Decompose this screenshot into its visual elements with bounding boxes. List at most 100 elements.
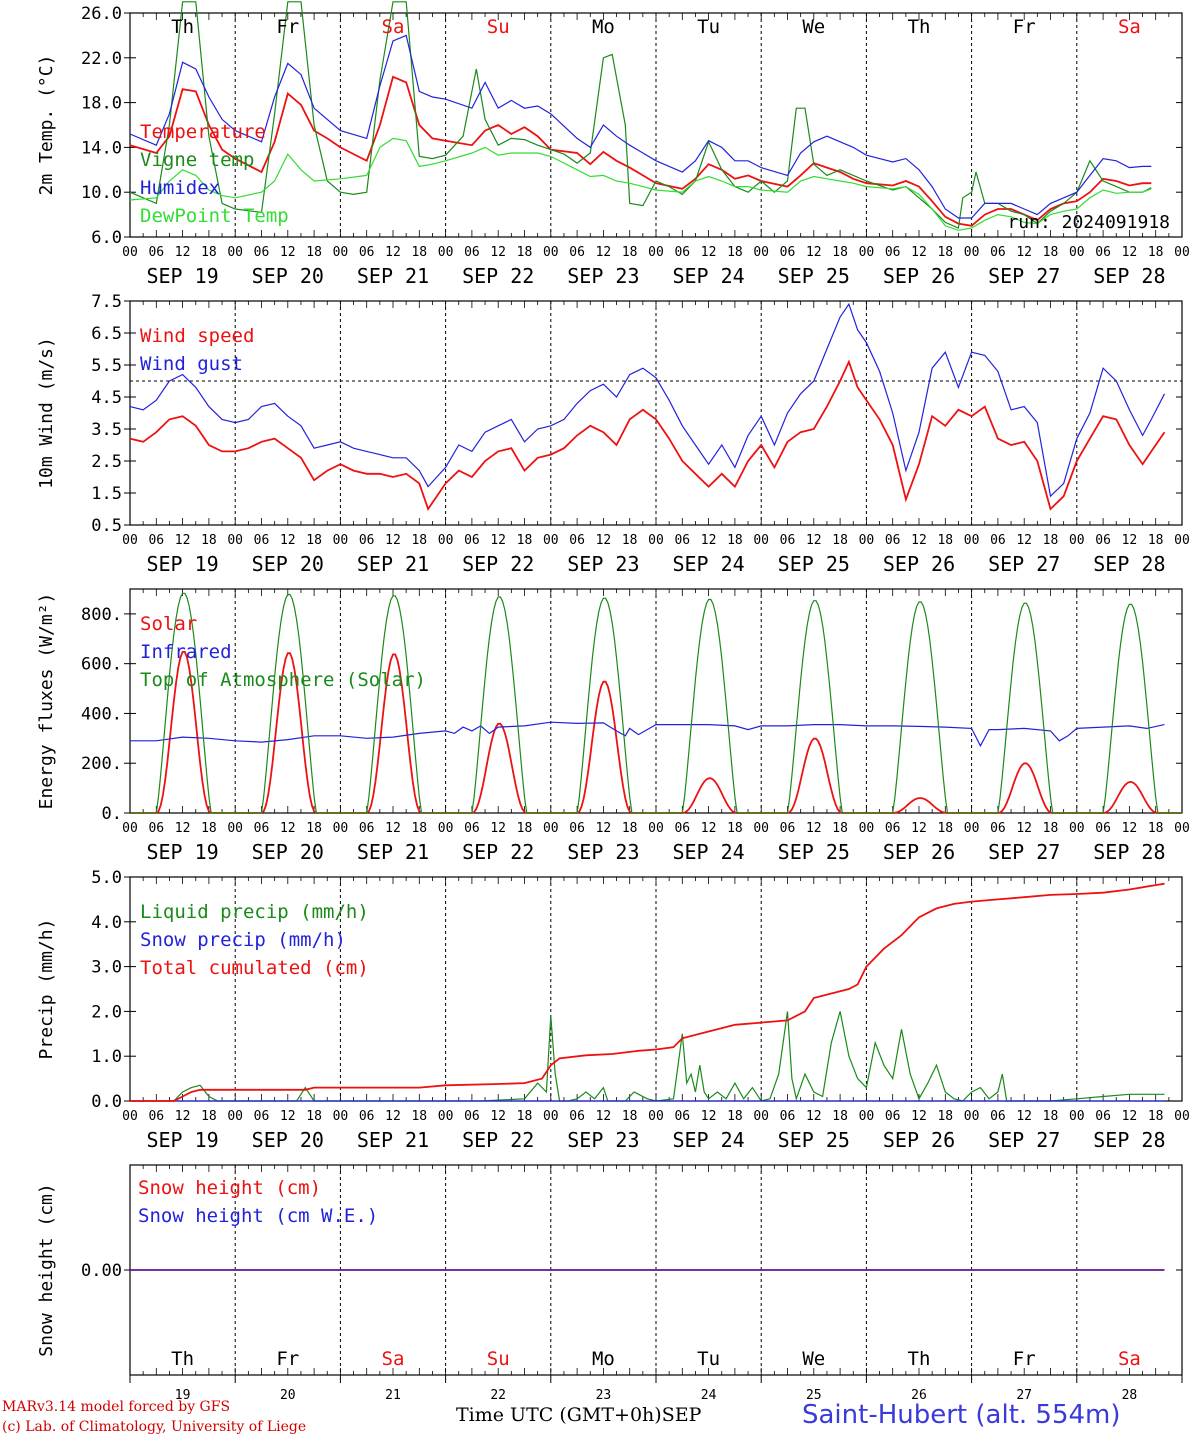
hour-label: 06 (1095, 1109, 1111, 1124)
hour-label: 06 (569, 533, 585, 548)
date-label: SEP 27 (988, 1128, 1060, 1152)
y-axis-label: 10m Wind (m/s) (36, 337, 57, 489)
hour-label: 06 (464, 245, 480, 260)
legend-entry: Total cumulated (cm) (140, 957, 369, 979)
hour-label: 18 (622, 533, 638, 548)
weekday-label: Th (171, 16, 194, 38)
hour-label: 00 (753, 821, 769, 836)
hour-label: 06 (148, 245, 164, 260)
hour-label: 00 (964, 1109, 980, 1124)
hour-label: 12 (1122, 245, 1138, 260)
date-label: SEP 21 (357, 264, 429, 288)
hour-label: 00 (859, 245, 875, 260)
hour-label: 12 (175, 533, 191, 548)
date-label: SEP 19 (146, 840, 218, 864)
day-number: 20 (280, 1388, 296, 1403)
date-label: SEP 26 (883, 552, 955, 576)
hour-label: 00 (1174, 821, 1190, 836)
date-label: SEP 19 (146, 264, 218, 288)
hour-label: 18 (1148, 245, 1164, 260)
hour-label: 00 (753, 533, 769, 548)
y-tick-label: 7.5 (91, 292, 122, 312)
hour-label: 12 (1122, 821, 1138, 836)
hour-label: 00 (438, 245, 454, 260)
hour-label: 06 (674, 533, 690, 548)
date-label: SEP 22 (462, 840, 534, 864)
hour-label: 00 (753, 1109, 769, 1124)
date-label: SEP 24 (672, 1128, 744, 1152)
hour-label: 12 (490, 1109, 506, 1124)
date-label: SEP 27 (988, 840, 1060, 864)
hour-label: 00 (333, 1109, 349, 1124)
y-tick-label: 2.0 (91, 1002, 122, 1022)
hour-label: 00 (648, 245, 664, 260)
date-label: SEP 22 (462, 264, 534, 288)
lab-credit: (c) Lab. of Climatology, University of L… (2, 1419, 307, 1435)
y-tick-label: 14.0 (81, 138, 122, 158)
weekday-label: Mo (592, 1348, 615, 1370)
hour-label: 12 (385, 245, 401, 260)
series-line (130, 1011, 1165, 1102)
hour-label: 18 (1043, 245, 1059, 260)
hour-label: 06 (148, 1109, 164, 1124)
date-label: SEP 28 (1093, 840, 1165, 864)
hour-label: 18 (1043, 1109, 1059, 1124)
hour-label: 06 (148, 533, 164, 548)
hour-label: 12 (385, 533, 401, 548)
y-tick-label: 6.0 (91, 228, 122, 248)
weekday-label: Sa (382, 16, 405, 38)
hour-label: 18 (1148, 821, 1164, 836)
hour-label: 18 (727, 821, 743, 836)
date-label: SEP 20 (252, 1128, 324, 1152)
hour-label: 18 (1148, 533, 1164, 548)
plot-frame (129, 300, 1183, 526)
hour-label: 06 (885, 533, 901, 548)
date-label: SEP 28 (1093, 552, 1165, 576)
day-number: 22 (490, 1388, 506, 1403)
hour-label: 18 (201, 245, 217, 260)
date-label: SEP 23 (567, 1128, 639, 1152)
y-tick-label: 800. (81, 605, 122, 625)
date-label: SEP 23 (567, 840, 639, 864)
hour-label: 12 (490, 821, 506, 836)
date-label: SEP 25 (778, 552, 850, 576)
hour-label: 00 (1069, 245, 1085, 260)
y-tick-label: 10.0 (81, 183, 122, 203)
y-tick-label: 6.5 (91, 324, 122, 344)
date-label: SEP 24 (672, 840, 744, 864)
hour-label: 00 (859, 533, 875, 548)
hour-label: 18 (517, 245, 533, 260)
hour-label: 18 (1043, 533, 1059, 548)
hour-label: 18 (201, 533, 217, 548)
hour-label: 12 (1016, 821, 1032, 836)
hour-label: 00 (543, 1109, 559, 1124)
time-axis-title: Time UTC (GMT+0h) (456, 1404, 662, 1426)
hour-label: 18 (622, 821, 638, 836)
date-label: SEP 20 (252, 840, 324, 864)
date-label: SEP 20 (252, 552, 324, 576)
weekday-label: Mo (592, 16, 615, 38)
hour-label: 06 (780, 1109, 796, 1124)
legend-entry: Wind speed (140, 325, 254, 347)
hour-label: 12 (596, 245, 612, 260)
date-label: SEP 22 (462, 1128, 534, 1152)
day-number: 21 (385, 1388, 401, 1403)
hour-label: 00 (964, 533, 980, 548)
hour-label: 18 (411, 1109, 427, 1124)
hour-label: 18 (727, 533, 743, 548)
legend-entry: Snow height (cm) (138, 1177, 321, 1199)
hour-label: 00 (333, 821, 349, 836)
weekday-label: Sa (1118, 16, 1141, 38)
series-line (129, 302, 1166, 498)
hour-label: 06 (780, 533, 796, 548)
hour-label: 12 (1016, 1109, 1032, 1124)
hour-label: 06 (359, 1109, 375, 1124)
y-axis-label: Energy fluxes (W/m²) (36, 593, 57, 810)
hour-label: 06 (1095, 245, 1111, 260)
y-tick-label: 200. (81, 754, 122, 774)
weekday-label: Su (487, 16, 510, 38)
hour-label: 06 (1095, 821, 1111, 836)
hour-label: 06 (780, 821, 796, 836)
y-tick-label: 0.5 (91, 516, 122, 536)
hour-label: 18 (201, 821, 217, 836)
